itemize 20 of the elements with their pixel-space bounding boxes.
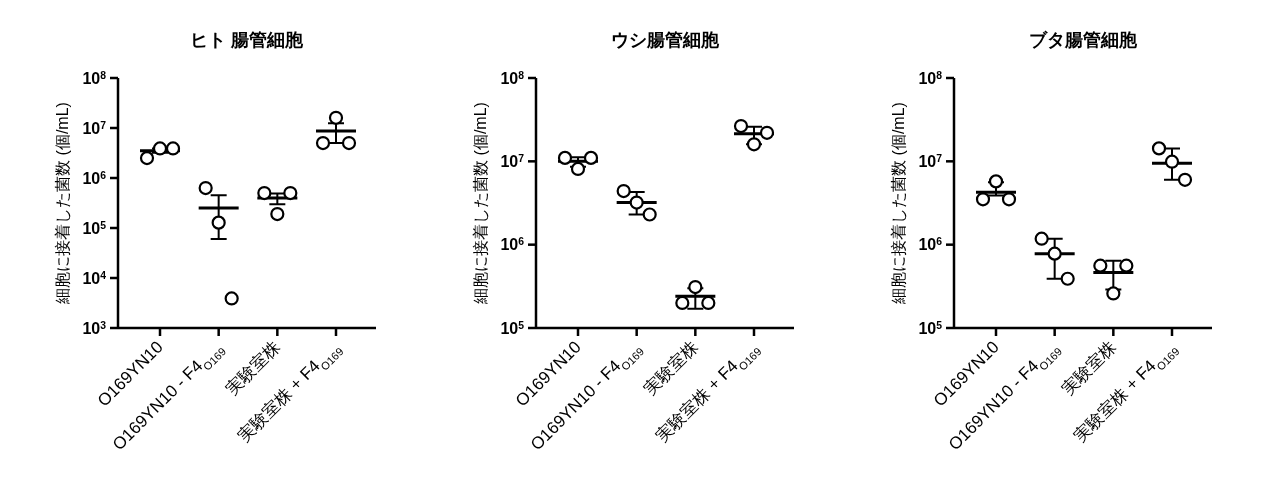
chart-title: ウシ腸管細胞 xyxy=(611,30,720,50)
y-tick-label: 10$^{5}$ xyxy=(82,219,107,237)
y-tick-label: 10$^{4}$ xyxy=(82,269,107,287)
y-axis-title: 細胞に接着した菌数 (個/mL) xyxy=(890,102,907,305)
y-axis-title: 細胞に接着した菌数 (個/mL) xyxy=(54,102,71,305)
y-tick-label: 10$^{7}$ xyxy=(918,152,943,170)
y-tick-label: 10$^{8}$ xyxy=(500,69,525,87)
chart-title: ブタ腸管細胞 xyxy=(1029,30,1138,50)
y-tick-label: 10$^{3}$ xyxy=(82,319,107,337)
y-tick-label: 10$^{6}$ xyxy=(918,235,943,254)
y-tick-label: 10$^{7}$ xyxy=(500,152,525,170)
y-tick-label: 10$^{6}$ xyxy=(82,169,107,187)
y-tick-label: 10$^{7}$ xyxy=(82,119,107,137)
chart-title: ヒト 腸管細胞 xyxy=(190,30,305,50)
y-tick-label: 10$^{5}$ xyxy=(918,319,943,337)
y-tick-label: 10$^{8}$ xyxy=(918,69,943,87)
y-tick-label: 10$^{5}$ xyxy=(500,319,525,337)
y-axis-title: 細胞に接着した菌数 (個/mL) xyxy=(472,102,489,305)
y-tick-label: 10$^{6}$ xyxy=(500,235,525,254)
y-tick-label: 10$^{8}$ xyxy=(82,69,107,87)
